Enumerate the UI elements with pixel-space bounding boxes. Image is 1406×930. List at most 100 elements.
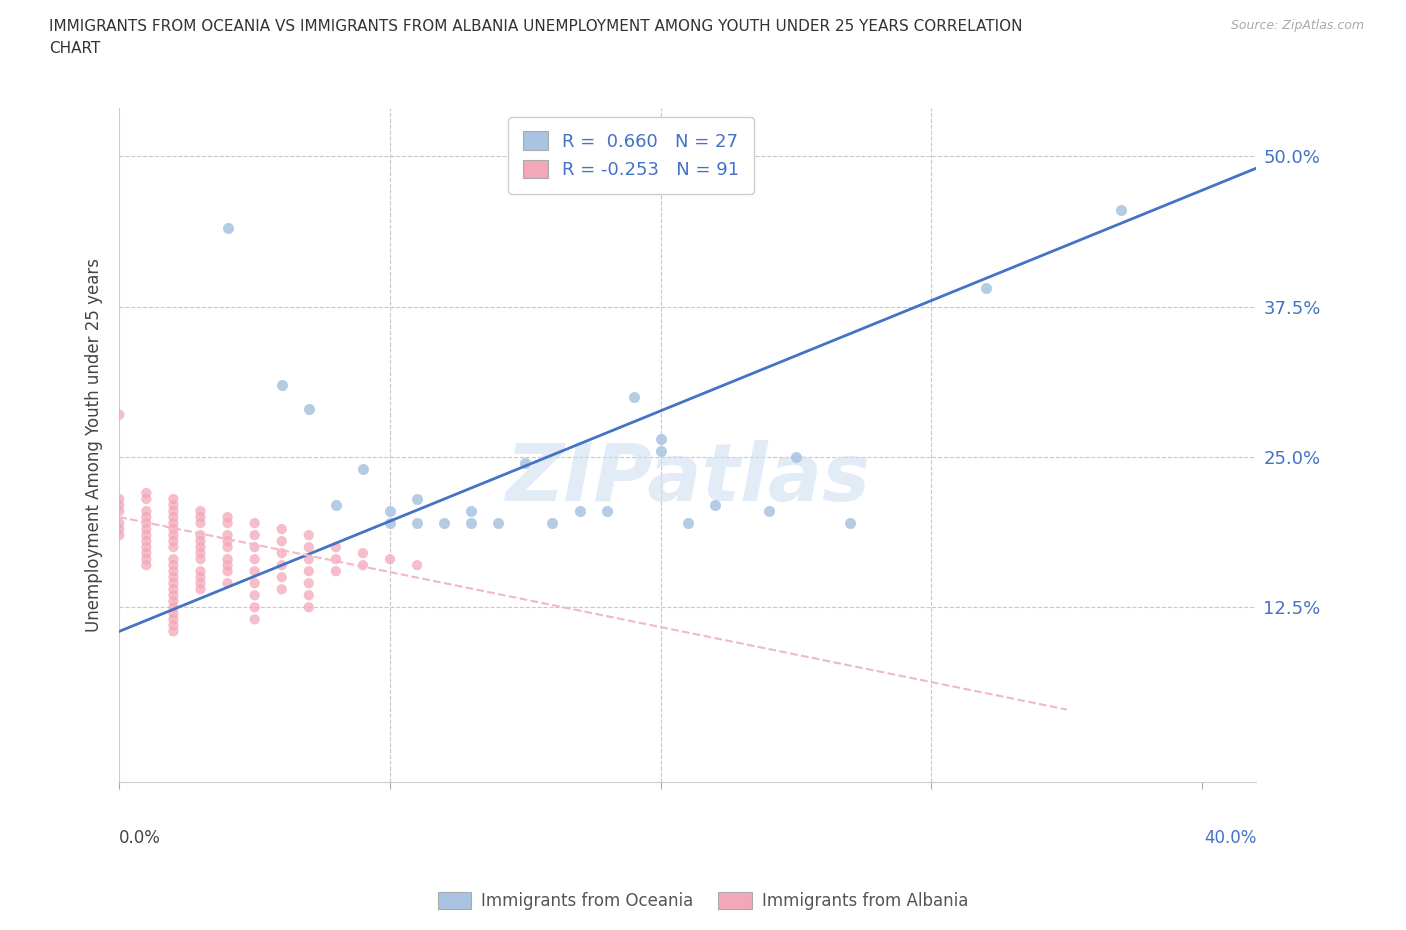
Point [243, 588, 266, 603]
Point [108, 504, 131, 519]
Point [217, 510, 239, 525]
Point [135, 522, 157, 537]
Point [325, 564, 347, 578]
Point [270, 582, 292, 597]
Point [352, 546, 374, 561]
Point [108, 492, 131, 507]
Point [839, 515, 862, 530]
Point [298, 527, 321, 542]
Point [460, 504, 482, 519]
Point [190, 546, 212, 561]
Point [217, 221, 239, 236]
Point [135, 492, 157, 507]
Point [162, 510, 184, 525]
Point [162, 570, 184, 585]
Y-axis label: Unemployment Among Youth under 25 years: Unemployment Among Youth under 25 years [86, 258, 103, 631]
Point [162, 588, 184, 603]
Point [974, 281, 997, 296]
Point [298, 600, 321, 615]
Point [162, 539, 184, 554]
Point [217, 551, 239, 566]
Point [217, 558, 239, 573]
Point [650, 432, 672, 446]
Point [217, 564, 239, 578]
Point [298, 576, 321, 591]
Point [162, 527, 184, 542]
Point [135, 546, 157, 561]
Point [270, 546, 292, 561]
Point [135, 510, 157, 525]
Point [515, 456, 537, 471]
Point [162, 558, 184, 573]
Point [162, 492, 184, 507]
Point [406, 492, 429, 507]
Point [108, 407, 131, 422]
Point [135, 504, 157, 519]
Point [108, 515, 131, 530]
Point [108, 527, 131, 542]
Point [676, 515, 699, 530]
Point [162, 600, 184, 615]
Point [298, 588, 321, 603]
Point [298, 551, 321, 566]
Point [162, 582, 184, 597]
Point [190, 527, 212, 542]
Point [298, 539, 321, 554]
Point [568, 504, 591, 519]
Point [108, 522, 131, 537]
Point [162, 551, 184, 566]
Point [190, 551, 212, 566]
Legend: R =  0.660   N = 27, R = -0.253   N = 91: R = 0.660 N = 27, R = -0.253 N = 91 [508, 117, 754, 193]
Point [758, 504, 780, 519]
Point [190, 510, 212, 525]
Point [190, 576, 212, 591]
Point [325, 539, 347, 554]
Legend: Immigrants from Oceania, Immigrants from Albania: Immigrants from Oceania, Immigrants from… [432, 885, 974, 917]
Point [243, 600, 266, 615]
Text: Source: ZipAtlas.com: Source: ZipAtlas.com [1230, 19, 1364, 32]
Point [460, 515, 482, 530]
Point [135, 515, 157, 530]
Point [623, 390, 645, 405]
Point [135, 485, 157, 500]
Point [162, 594, 184, 609]
Text: 40.0%: 40.0% [1204, 829, 1257, 847]
Point [162, 605, 184, 620]
Point [162, 576, 184, 591]
Point [162, 504, 184, 519]
Point [135, 539, 157, 554]
Point [243, 551, 266, 566]
Point [190, 515, 212, 530]
Point [541, 515, 564, 530]
Point [270, 378, 292, 392]
Point [217, 576, 239, 591]
Text: ZIPatlas: ZIPatlas [505, 440, 870, 518]
Point [162, 515, 184, 530]
Point [595, 504, 617, 519]
Point [135, 551, 157, 566]
Point [785, 449, 807, 464]
Point [270, 534, 292, 549]
Point [433, 515, 456, 530]
Point [190, 534, 212, 549]
Point [270, 558, 292, 573]
Point [190, 539, 212, 554]
Point [243, 527, 266, 542]
Point [378, 515, 401, 530]
Point [190, 570, 212, 585]
Point [243, 515, 266, 530]
Point [378, 504, 401, 519]
Point [162, 522, 184, 537]
Point [270, 570, 292, 585]
Point [135, 534, 157, 549]
Point [190, 582, 212, 597]
Point [108, 498, 131, 512]
Point [298, 564, 321, 578]
Point [162, 618, 184, 632]
Point [1109, 203, 1132, 218]
Point [406, 558, 429, 573]
Point [217, 534, 239, 549]
Point [162, 612, 184, 627]
Point [406, 515, 429, 530]
Point [378, 551, 401, 566]
